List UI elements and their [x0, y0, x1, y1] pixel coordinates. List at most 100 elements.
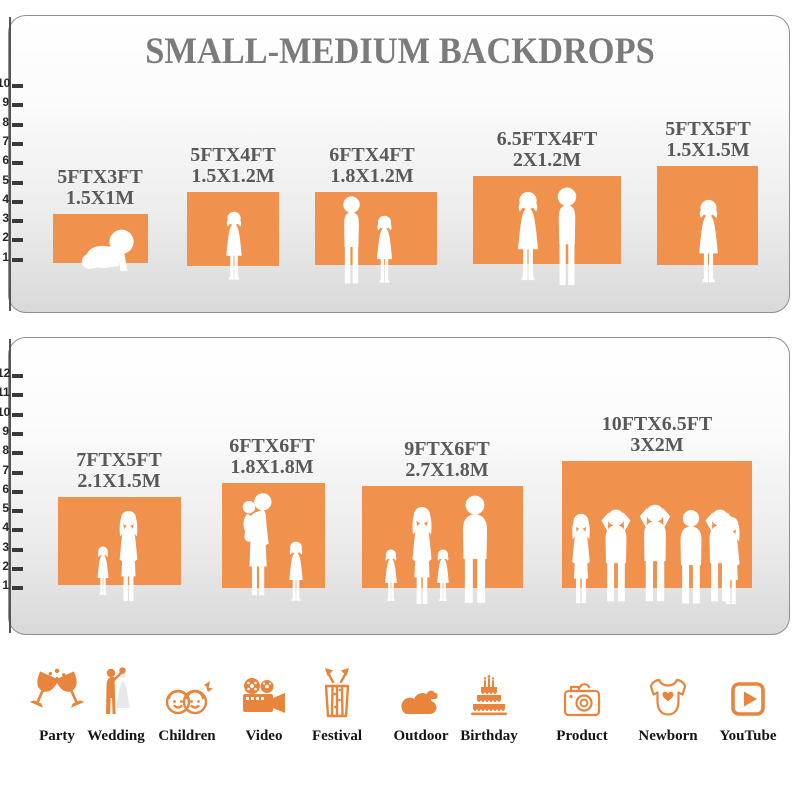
backdrop-size-m: 1.5X1M	[65, 187, 135, 209]
ruler-number: 10	[0, 76, 11, 90]
ruler-number: 4	[2, 192, 9, 206]
silhouette-boy-and-girl	[367, 215, 402, 284]
ruler-tick	[12, 451, 23, 455]
backdrop-size-ft: 5FTX5FT	[665, 118, 751, 140]
backdrop-size-ft: 6FTX6FT	[229, 435, 315, 457]
silhouette-girl	[689, 199, 728, 284]
ruler-tick	[12, 219, 23, 223]
ruler-tick	[12, 142, 23, 146]
ruler-number: 6	[2, 153, 9, 167]
silhouette-group-of-six	[634, 500, 676, 605]
backdrop-size-m: 2X1.2M	[512, 149, 582, 171]
silhouette-mother-holding-baby-and-girl	[237, 484, 283, 603]
newborn-onesie-icon	[645, 676, 691, 720]
backdrop-size-ft: 6.5FTX4FT	[496, 128, 598, 150]
ruler-tick	[12, 103, 23, 107]
festival-gift-icon	[314, 666, 360, 720]
backdrop-size-label: 6FTX6FT 1.8X1.8M	[187, 436, 357, 478]
ruler-tick	[12, 374, 23, 378]
ruler-tick	[12, 528, 23, 532]
backdrop-size-ft: 9FTX6FT	[404, 438, 490, 460]
ruler-number: 8	[2, 115, 9, 129]
ruler-tick	[12, 84, 23, 88]
backdrop-rect	[315, 192, 437, 265]
party-glasses-icon	[30, 668, 84, 722]
ruler-number: 2	[2, 559, 9, 573]
backdrop-size-label: 6FTX4FT 1.8X1.2M	[287, 145, 457, 187]
backdrop-size-label: 10FTX6.5FT 3X2M	[572, 414, 742, 456]
ruler-tick	[12, 548, 23, 552]
ruler-number: 6	[2, 482, 9, 496]
backdrop-size-label: 5FTX5FT 1.5X1.5M	[623, 119, 793, 161]
ruler-number: 8	[2, 443, 9, 457]
birthday-cake-icon	[465, 672, 513, 720]
children-faces-icon	[161, 678, 213, 718]
backdrop-size-m: 1.5X1.5M	[666, 139, 750, 161]
backdrop-size-ft: 7FTX5FT	[76, 449, 162, 471]
backdrop-size-label: 9FTX6FT 2.7X1.8M	[362, 439, 532, 481]
ruler-tick	[12, 567, 23, 571]
ruler-number: 1	[2, 578, 9, 592]
backdrop-size-label: 5FTX4FT 1.5X1.2M	[148, 145, 318, 187]
backdrop-size-ft: 5FTX3FT	[57, 166, 143, 188]
ruler-tick	[12, 181, 23, 185]
ruler-number: 12	[0, 366, 11, 380]
ruler-tick	[12, 200, 23, 204]
silhouette-family-of-four	[452, 494, 498, 605]
silhouette-family-of-four	[378, 549, 404, 602]
backdrop-size-ft: 6FTX4FT	[329, 144, 415, 166]
category-label: YouTube	[719, 728, 777, 744]
silhouette-toddler-girl	[216, 211, 252, 281]
page-title: SMALL-MEDIUM BACKDROPS	[145, 31, 655, 72]
category-label: Newborn	[638, 728, 698, 744]
backdrop-size-ft: 10FTX6.5FT	[601, 413, 713, 435]
ruler-number: 1	[2, 250, 9, 264]
ruler-number: 10	[0, 405, 11, 419]
silhouette-mother-holding-baby-and-girl	[281, 541, 311, 602]
backdrop-size-m: 1.8X1.2M	[330, 165, 414, 187]
backdrop-size-m: 1.8X1.8M	[230, 456, 314, 478]
category-label: Birthday	[460, 728, 518, 744]
ruler-tick	[12, 490, 23, 494]
ruler-tick	[12, 123, 23, 127]
silhouette-crawling-baby	[76, 227, 138, 274]
product-camera-icon	[558, 678, 606, 718]
category-label: Party	[39, 728, 75, 744]
backdrop-size-m: 1.5X1.2M	[191, 165, 275, 187]
silhouette-mother-and-child	[110, 510, 147, 602]
ruler-tick	[12, 509, 23, 513]
category-label: Video	[245, 728, 283, 744]
ruler-tick	[12, 432, 23, 436]
backdrop-rect	[222, 483, 325, 588]
backdrop-size-m: 3X2M	[630, 434, 684, 456]
backdrop-size-m: 2.1X1.5M	[77, 470, 161, 492]
category-label: Festival	[312, 728, 362, 744]
ruler-number: 3	[2, 540, 9, 554]
ruler-tick	[12, 471, 23, 475]
ruler-number: 5	[2, 173, 9, 187]
category-label: Wedding	[87, 728, 145, 744]
ruler-number: 2	[2, 230, 9, 244]
ruler-number: 3	[2, 211, 9, 225]
ruler-number: 7	[2, 134, 9, 148]
category-label: Product	[556, 728, 608, 744]
silhouette-group-of-six	[563, 513, 599, 604]
ruler-number: 9	[2, 95, 9, 109]
wedding-couple-icon	[96, 664, 136, 722]
ruler-number: 7	[2, 463, 9, 477]
backdrop-rect	[58, 497, 181, 585]
ruler-tick	[12, 413, 23, 417]
ruler-number: 5	[2, 501, 9, 515]
ruler-line	[9, 17, 11, 311]
ruler-tick	[12, 161, 23, 165]
video-camera-icon	[238, 674, 290, 720]
backdrop-rect	[473, 176, 621, 264]
backdrop-size-m: 2.7X1.8M	[405, 459, 489, 481]
silhouette-girl-and-boy	[546, 187, 588, 288]
ruler-tick	[12, 238, 23, 242]
ruler-tick	[12, 586, 23, 590]
ruler-tick	[12, 393, 23, 397]
silhouette-boy-and-girl	[333, 196, 370, 286]
silhouette-group-of-six	[596, 505, 636, 605]
ruler-line	[9, 339, 11, 633]
